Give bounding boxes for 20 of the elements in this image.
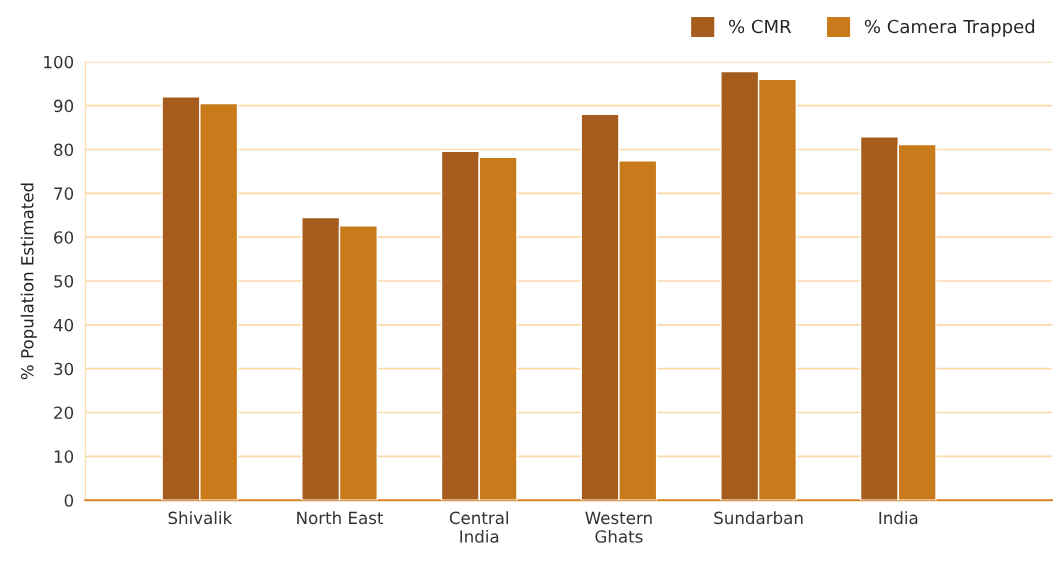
y-tick-label: 100 bbox=[44, 55, 74, 69]
y-tick-label: 70 bbox=[54, 187, 74, 200]
legend-label: % CMR bbox=[729, 19, 792, 34]
x-tick-label: Shivalik bbox=[168, 511, 233, 525]
y-tick-label: 50 bbox=[54, 274, 74, 288]
x-tick-label: Western Ghats bbox=[585, 511, 652, 543]
legend-label: % Camera Trapped bbox=[864, 19, 1035, 37]
x-tick-label: Sundarban bbox=[714, 511, 803, 525]
y-tick-label: 80 bbox=[54, 143, 74, 157]
y-tick-label: 0 bbox=[64, 494, 74, 507]
y-tick-label: 10 bbox=[54, 450, 74, 463]
y-tick-label: 30 bbox=[54, 362, 74, 376]
y-tick-label: 20 bbox=[54, 406, 74, 420]
y-tick-label: 60 bbox=[54, 231, 74, 244]
y-tick-label: 90 bbox=[54, 99, 74, 113]
x-tick-label: North East bbox=[297, 511, 384, 525]
y-axis-title: % Population Estimated bbox=[20, 183, 37, 380]
y-tick-label: 40 bbox=[53, 318, 74, 332]
x-tick-label: India bbox=[879, 511, 918, 525]
x-tick-label: Central India bbox=[449, 511, 508, 543]
